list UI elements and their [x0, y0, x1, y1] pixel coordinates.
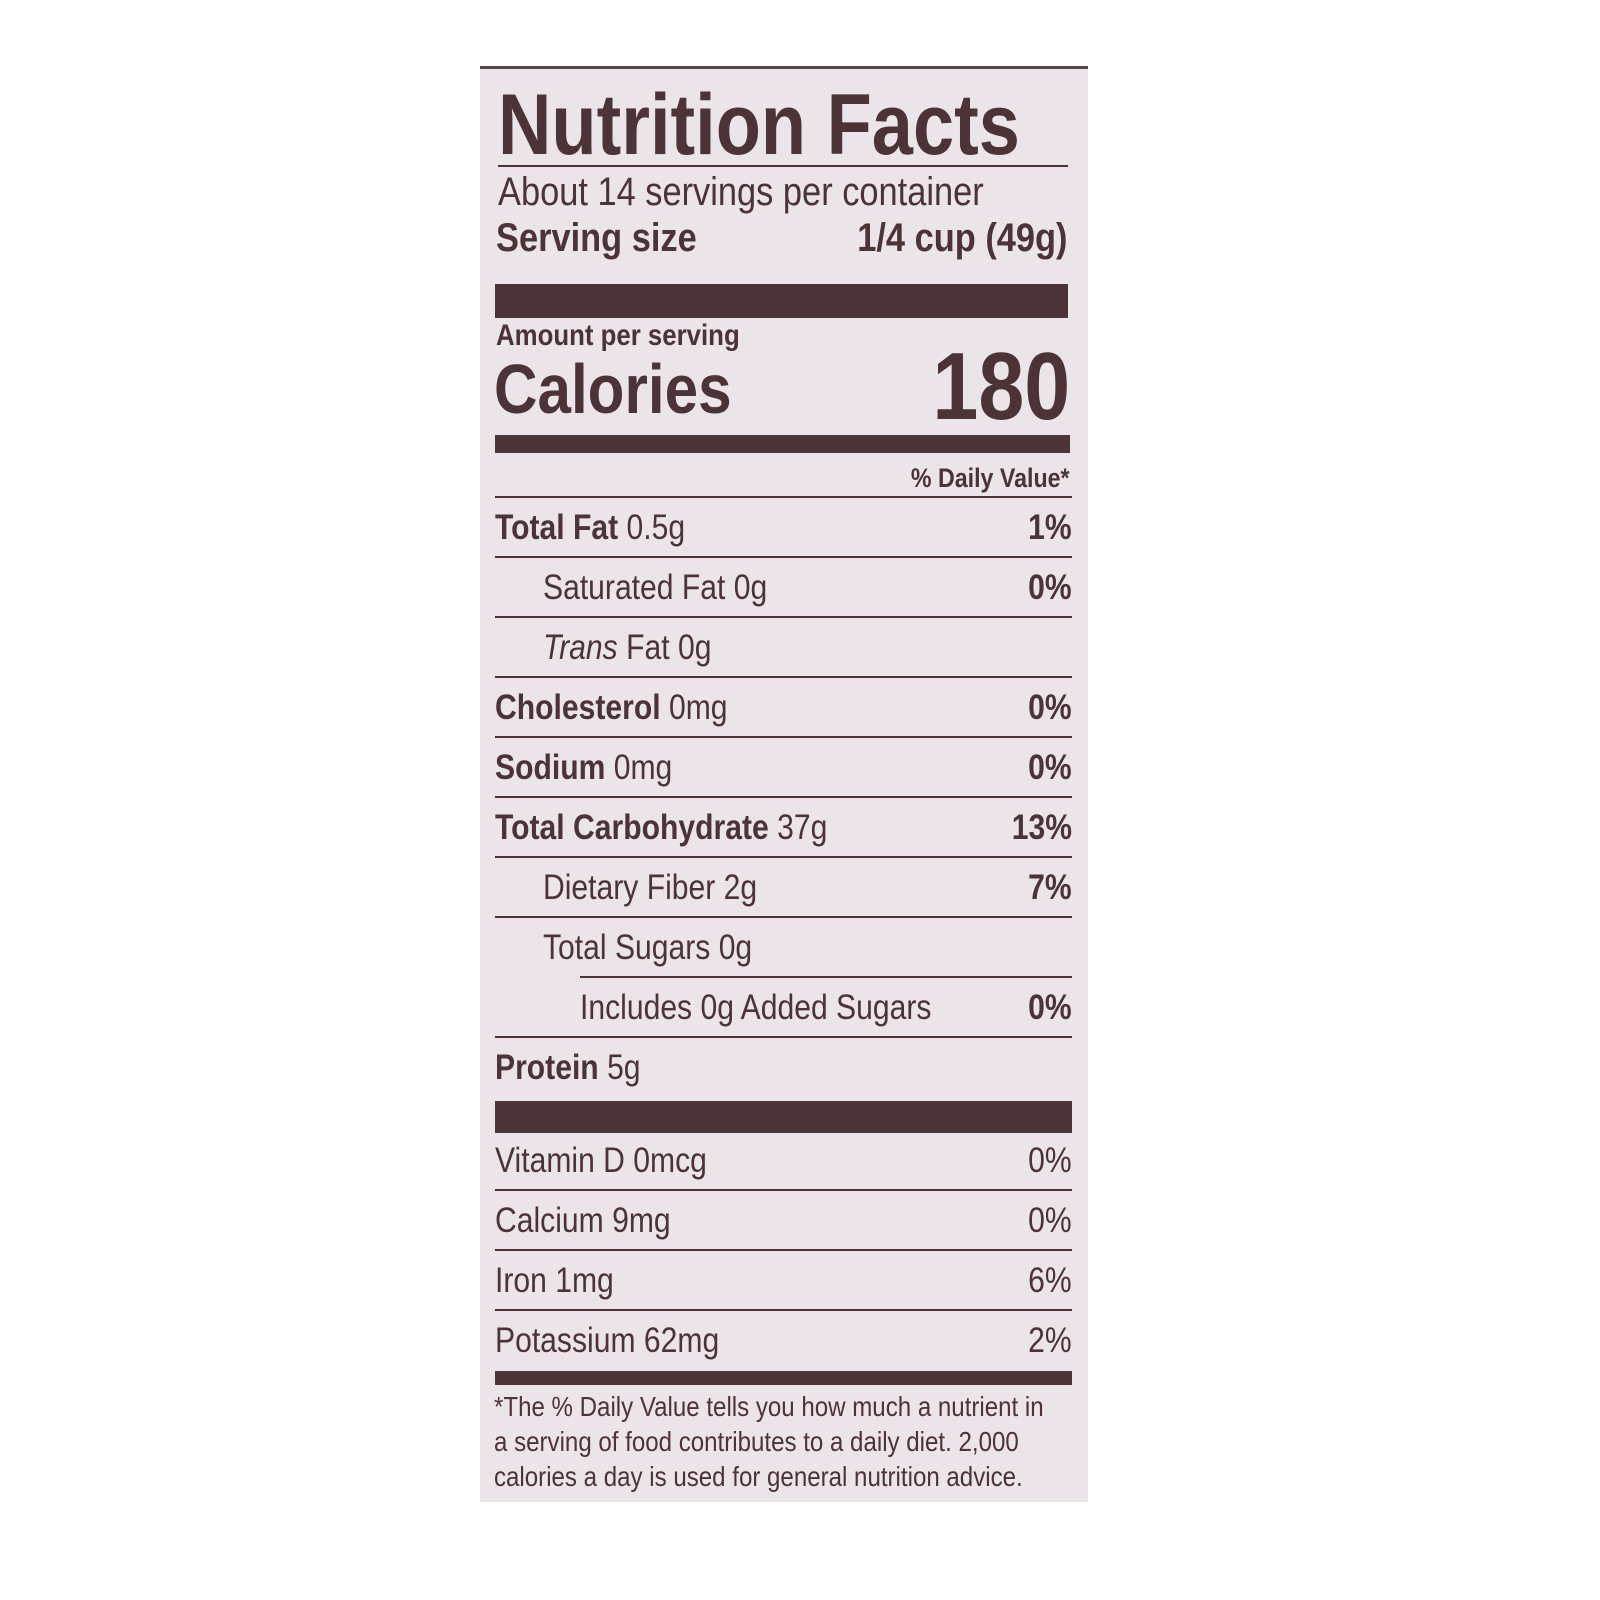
divider	[495, 496, 1072, 498]
daily-value-header: % Daily Value*	[911, 463, 1070, 493]
label-title: Nutrition Facts	[498, 77, 1020, 173]
divider	[498, 165, 1068, 167]
nutrient-rows: Total Fat 0.5g 1% Saturated Fat 0g 0% Tran…	[495, 498, 1072, 1385]
nutrient-row: Total Fat 0.5g 1%	[495, 498, 1072, 558]
nutrition-facts-label: Nutrition Facts About 14 servings per co…	[480, 66, 1088, 1502]
serving-size-label: Serving size	[496, 216, 697, 260]
amount-per-serving: Amount per serving	[496, 319, 740, 352]
nutrient-row: Dietary Fiber 2g 7%	[495, 858, 1072, 918]
nutrient-row: Trans Fat 0g	[495, 618, 1072, 678]
calories-label: Calories	[494, 350, 732, 428]
calories-value: 180	[932, 333, 1070, 440]
mineral-row: Vitamin D 0mcg 0%	[495, 1131, 1072, 1191]
nutrient-row: Saturated Fat 0g 0%	[495, 558, 1072, 618]
nutrient-row: Protein 5g	[495, 1048, 641, 1087]
mineral-row: Potassium 62mg 2%	[495, 1321, 1072, 1360]
thick-divider	[495, 284, 1068, 318]
mineral-row: Iron 1mg 6%	[495, 1251, 1072, 1311]
nutrient-row: Includes 0g Added Sugars 0%	[495, 978, 1072, 1038]
mineral-row: Calcium 9mg 0%	[495, 1191, 1072, 1251]
footnote: *The % Daily Value tells you how much a …	[494, 1391, 1044, 1492]
nutrient-row: Total Sugars 0g	[495, 918, 1072, 978]
nutrient-row: Sodium 0mg 0%	[495, 738, 1072, 798]
medium-divider	[495, 1371, 1072, 1385]
nutrient-row: Total Carbohydrate 37g 13%	[495, 798, 1072, 858]
serving-size-value: 1/4 cup (49g)	[857, 216, 1068, 260]
servings-per-container: About 14 servings per container	[498, 170, 984, 214]
thick-divider	[495, 1101, 1072, 1133]
medium-divider	[495, 435, 1070, 453]
nutrient-row: Cholesterol 0mg 0%	[495, 678, 1072, 738]
